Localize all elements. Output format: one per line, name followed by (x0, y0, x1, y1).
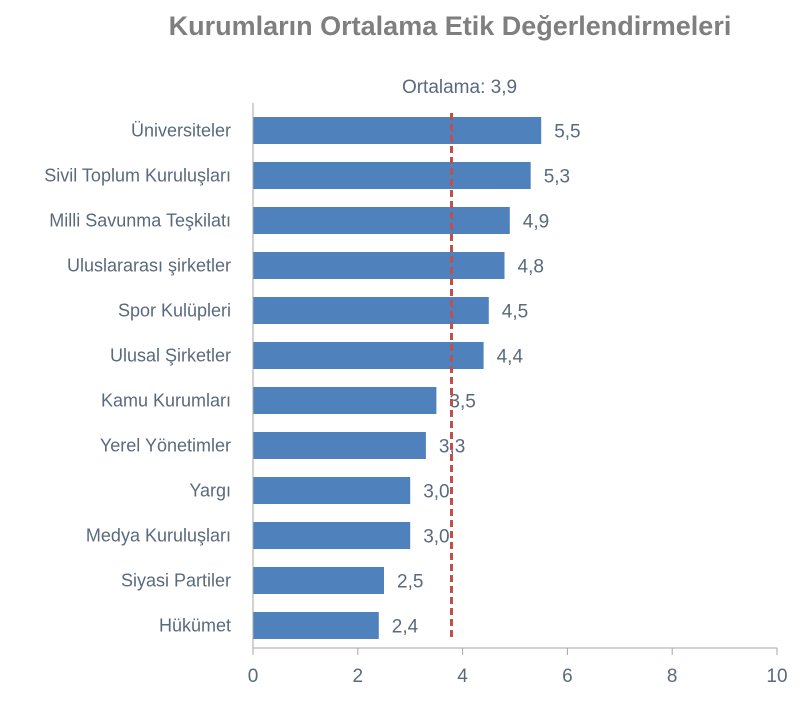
bar (253, 432, 426, 459)
category-label: Sivil Toplum Kuruluşları (44, 166, 231, 186)
bar (253, 162, 531, 189)
chart-title: Kurumların Ortalama Etik Değerlendirmele… (169, 11, 732, 41)
value-label: 3,5 (449, 392, 475, 413)
bar (253, 567, 384, 594)
average-line-label: Ortalama: 3,9 (402, 77, 517, 98)
value-label: 2,5 (397, 572, 423, 593)
category-label: Medya Kuruluşları (86, 526, 231, 546)
x-tick-label: 4 (457, 666, 468, 687)
value-label: 4,8 (518, 257, 544, 278)
bar (253, 477, 411, 504)
x-tick-label: 6 (562, 666, 573, 687)
value-label: 2,4 (392, 617, 419, 638)
category-labels: Üniversiteler Sivil Toplum Kuruluşları Mil… (44, 121, 231, 636)
bar (253, 342, 484, 369)
bars-layer (253, 117, 542, 639)
average-line-group: Ortalama: 3,9 (402, 77, 517, 638)
axes: 0 2 4 6 8 10 (248, 103, 788, 687)
value-label: 5,5 (554, 122, 580, 143)
value-label: 4,9 (523, 212, 549, 233)
category-label: Spor Kulüpleri (118, 301, 231, 321)
bar (253, 252, 505, 279)
category-label: Uluslararası şirketler (67, 256, 231, 276)
value-label: 5,3 (544, 167, 570, 188)
category-label: Siyasi Partiler (121, 571, 231, 591)
x-tick-label: 0 (248, 666, 259, 687)
x-tick-label: 8 (667, 666, 678, 687)
bar (253, 612, 379, 639)
bar (253, 522, 411, 549)
bar (253, 207, 510, 234)
category-label: Üniversiteler (131, 121, 231, 141)
value-label: 4,4 (497, 347, 524, 368)
value-label: 4,5 (502, 302, 528, 323)
x-tick-label: 10 (766, 666, 787, 687)
category-label: Kamu Kurumları (101, 391, 231, 411)
value-label: 3,0 (423, 482, 449, 503)
category-label: Hükümet (159, 616, 231, 636)
category-label: Yerel Yönetimler (100, 436, 231, 456)
category-label: Ulusal Şirketler (110, 346, 231, 366)
category-label: Milli Savunma Teşkilatı (49, 211, 231, 231)
value-labels: 5,55,34,94,84,54,43,53,33,03,02,52,4 (392, 122, 581, 638)
bar (253, 387, 437, 414)
category-label: Yargı (189, 481, 231, 501)
x-tick-label: 2 (353, 666, 364, 687)
bar (253, 117, 542, 144)
bar (253, 297, 489, 324)
value-label: 3,0 (423, 527, 449, 548)
